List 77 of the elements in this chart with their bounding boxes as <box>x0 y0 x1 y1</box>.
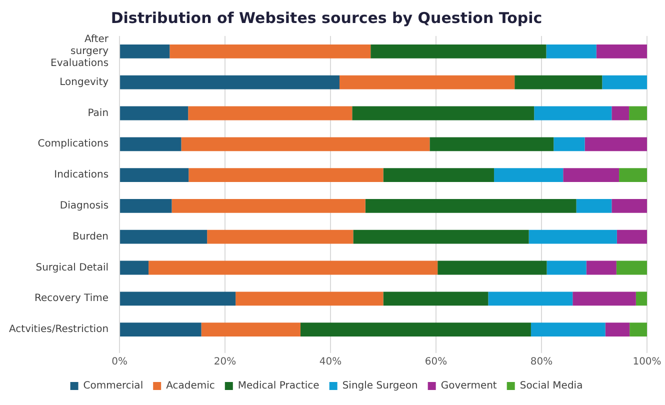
x-tick-label: 20% <box>214 356 236 368</box>
bar <box>530 322 606 337</box>
bar <box>584 137 647 152</box>
bar <box>488 292 573 306</box>
y-tick-label: Complications <box>38 138 109 150</box>
bar <box>586 260 616 275</box>
y-tick-label: After surgery Evaluations <box>50 34 110 70</box>
bar <box>528 230 617 244</box>
bar <box>300 322 531 337</box>
bar <box>430 137 554 152</box>
bar <box>120 230 208 244</box>
bar <box>120 322 202 337</box>
bar <box>365 199 576 213</box>
bar <box>181 137 430 152</box>
bar <box>602 75 647 90</box>
bar <box>546 260 586 275</box>
bar <box>120 44 170 58</box>
x-tick-label: 60% <box>424 356 448 368</box>
y-tick-label: Surgical Detail <box>36 262 109 274</box>
bar <box>170 44 371 58</box>
bar <box>619 168 647 182</box>
y-tick-label: Longevity <box>60 76 109 88</box>
bar <box>572 292 636 306</box>
bar <box>616 230 647 244</box>
y-tick-label: Diagnosis <box>60 200 109 212</box>
y-tick-label: Actvities/Restriction <box>8 324 109 336</box>
bar <box>201 322 300 337</box>
bar <box>596 44 647 58</box>
bar <box>120 75 340 90</box>
bar <box>120 292 236 306</box>
bar <box>612 106 630 120</box>
bar <box>546 44 596 58</box>
bar <box>514 75 602 90</box>
bar <box>120 106 188 120</box>
bar <box>630 322 647 337</box>
x-tick-label: 80% <box>530 356 553 368</box>
bar <box>636 292 647 306</box>
legend-label: Single Surgeon <box>342 380 418 392</box>
legend-label: Academic <box>166 380 215 392</box>
bar <box>188 106 352 120</box>
legend-label: Medical Practice <box>238 380 320 392</box>
bar <box>339 75 515 90</box>
bar <box>629 106 647 120</box>
y-tick-label: Recovery Time <box>34 293 109 304</box>
bar <box>563 168 620 182</box>
bar <box>612 199 647 213</box>
bar <box>383 168 494 182</box>
legend-label: Goverment <box>440 380 497 392</box>
x-tick-label: 100% <box>632 356 662 368</box>
bar <box>120 199 172 213</box>
chart-title: Distribution of Websites sources by Question Topic <box>110 8 542 27</box>
bar <box>370 44 546 58</box>
bar <box>494 168 564 182</box>
legend-label: Social Media <box>520 380 583 392</box>
y-tick-label: Burden <box>72 231 109 242</box>
bar <box>534 106 612 120</box>
y-tick-label: Indications <box>54 170 109 181</box>
bar <box>353 230 529 244</box>
bar <box>352 106 534 120</box>
bar <box>188 168 384 182</box>
y-tick-label: Pain <box>88 108 109 119</box>
bar <box>207 230 354 244</box>
bar <box>172 199 366 213</box>
bar <box>120 137 182 152</box>
bar <box>554 137 585 152</box>
bar <box>383 292 488 306</box>
bar <box>120 168 189 182</box>
bar <box>438 260 547 275</box>
legend-label: Commercial <box>83 380 144 392</box>
bar <box>148 260 438 275</box>
bar <box>605 322 630 337</box>
bar <box>576 199 612 213</box>
bar <box>616 260 647 275</box>
bar <box>236 292 384 306</box>
x-tick-label: 40% <box>319 356 342 368</box>
x-tick-label: 0% <box>112 356 128 368</box>
bar <box>120 260 149 275</box>
